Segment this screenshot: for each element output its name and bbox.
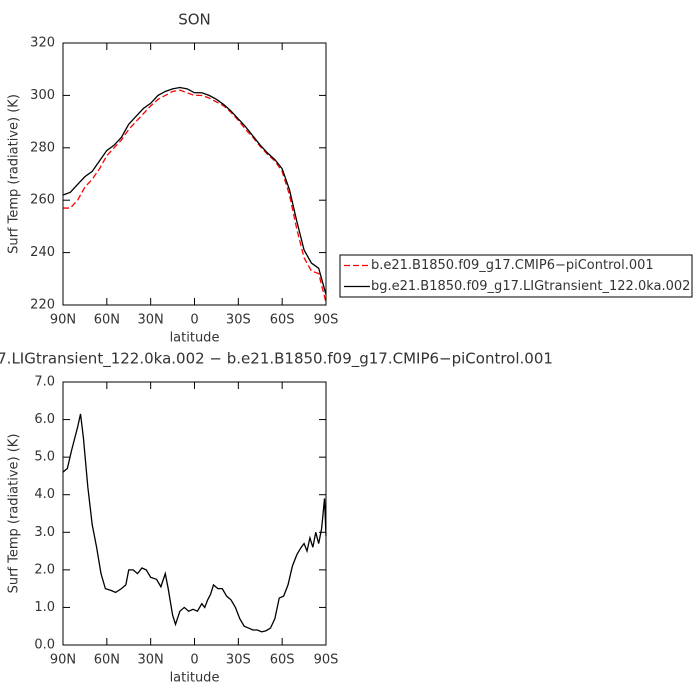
x-tick-label: 90N — [50, 653, 76, 668]
x-tick-label: 30S — [226, 653, 251, 668]
y-tick-label: 5.0 — [34, 450, 55, 465]
x-tick-label: 60S — [270, 653, 295, 668]
x-tick-label: 90S — [314, 653, 339, 668]
y-tick-label: 4.0 — [34, 487, 55, 502]
data-line — [62, 86, 327, 295]
y-tick-label: 7.0 — [34, 375, 55, 390]
x-tick-label: 90S — [314, 313, 339, 328]
x-axis-label: latitude — [170, 671, 220, 686]
y-tick-label: 2.0 — [34, 562, 55, 577]
x-tick-label: 30N — [138, 653, 164, 668]
x-tick-label: 60S — [270, 313, 295, 328]
y-axis-label: Surf Temp (radiative) (K) — [7, 434, 22, 594]
data-line — [63, 89, 327, 303]
y-tick-label: 1.0 — [34, 600, 55, 615]
x-tick-label: 0 — [190, 313, 198, 328]
y-tick-label: 300 — [30, 88, 55, 103]
y-tick-label: 280 — [30, 140, 55, 155]
chart-title: bg.e21.B1850.f09_g17.LIGtransient_122.0k… — [0, 350, 553, 369]
plot-frame — [62, 42, 327, 306]
plot-frame — [62, 381, 327, 646]
y-axis-label: Surf Temp (radiative) (K) — [7, 94, 22, 254]
x-tick-label: 60N — [94, 313, 120, 328]
y-tick-label: 320 — [30, 36, 55, 51]
y-tick-label: 3.0 — [34, 525, 55, 540]
x-tick-label: 30N — [138, 313, 164, 328]
legend-box — [339, 254, 693, 298]
x-tick-label: 0 — [190, 653, 198, 668]
legend-label: b.e21.B1850.f09_g17.CMIP6−piControl.001 — [371, 258, 654, 273]
legend-label: bg.e21.B1850.f09_g17.LIGtransient_122.0k… — [371, 279, 690, 294]
y-tick-label: 240 — [30, 245, 55, 260]
x-tick-label: 60N — [94, 653, 120, 668]
data-line — [62, 413, 327, 633]
x-tick-label: 90N — [50, 313, 76, 328]
x-tick-label: 30S — [226, 313, 251, 328]
x-axis-label: latitude — [170, 331, 220, 346]
y-tick-label: 260 — [30, 193, 55, 208]
y-tick-label: 0.0 — [34, 638, 55, 653]
y-tick-label: 6.0 — [34, 412, 55, 427]
y-tick-label: 220 — [30, 298, 55, 313]
chart-title: SON — [178, 11, 211, 29]
